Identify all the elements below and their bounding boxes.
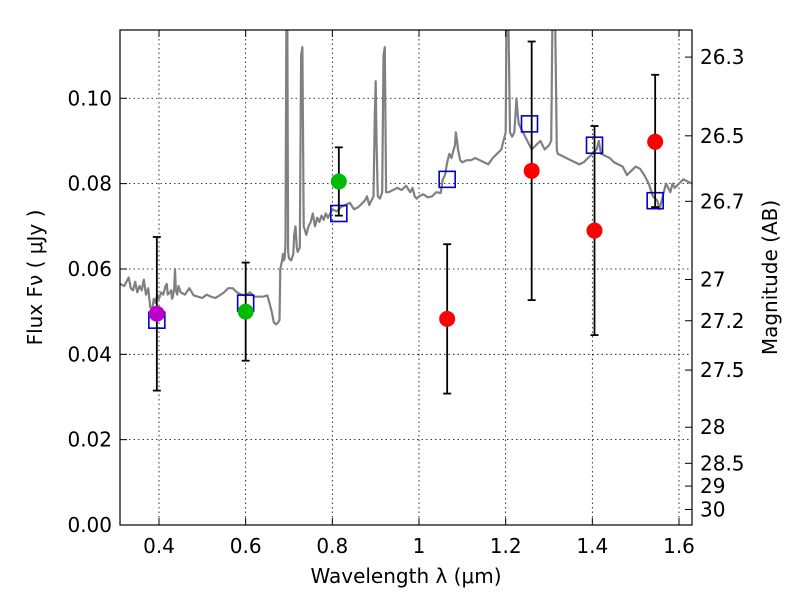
mag-tick-label: 29 bbox=[700, 474, 725, 498]
model-photometry-marker bbox=[520, 115, 539, 133]
ticks: 0.4 0.6 0.8 1 1.2 1.4 1.6 0.00 0.02 0.04 0.06 0.08 0… bbox=[67, 30, 745, 558]
grid bbox=[120, 30, 692, 526]
x-tick-label: 0.4 bbox=[143, 534, 175, 558]
model-photometry-marker bbox=[438, 170, 456, 189]
observed-photometry-point bbox=[586, 222, 603, 239]
y-axis-right-label: Magnitude (AB) bbox=[758, 200, 782, 355]
y-tick-label: 0.00 bbox=[67, 513, 112, 537]
mag-tick-label: 27.5 bbox=[700, 358, 745, 382]
mag-tick-label: 27 bbox=[700, 267, 725, 291]
x-tick-label: 0.8 bbox=[316, 534, 348, 558]
observed-photometry-layer bbox=[148, 40, 664, 395]
x-tick-label: 1.6 bbox=[663, 534, 695, 558]
mag-tick-label: 26.7 bbox=[700, 189, 745, 213]
plot-frame bbox=[119, 29, 693, 526]
y-tick-label: 0.04 bbox=[67, 342, 112, 366]
mag-tick-label: 27.2 bbox=[700, 309, 745, 333]
observed-photometry-point bbox=[523, 162, 540, 179]
y-tick-label: 0.10 bbox=[67, 86, 112, 110]
y-tick-label: 0.06 bbox=[67, 257, 112, 281]
y-axis-label: Flux Fν ( μJy ) bbox=[23, 210, 47, 346]
y-tick-label: 0.02 bbox=[67, 428, 112, 452]
y-tick-label: 0.08 bbox=[67, 172, 112, 196]
mag-tick-label: 28.5 bbox=[700, 451, 745, 475]
mag-tick-label: 30 bbox=[700, 498, 725, 522]
observed-photometry-point bbox=[330, 173, 347, 190]
x-tick-label: 0.6 bbox=[230, 534, 262, 558]
observed-photometry-point bbox=[647, 133, 664, 150]
spectrum-layer bbox=[120, 30, 692, 326]
spectrum-line bbox=[120, 30, 692, 326]
observed-photometry-point bbox=[148, 305, 165, 322]
x-tick-label: 1.4 bbox=[576, 534, 608, 558]
mag-tick-label: 26.5 bbox=[700, 124, 745, 148]
observed-photometry-point bbox=[439, 310, 456, 327]
x-axis-label: Wavelength λ (μm) bbox=[310, 564, 501, 588]
mag-tick-label: 26.3 bbox=[700, 45, 745, 69]
x-tick-label: 1.2 bbox=[490, 534, 522, 558]
mag-tick-label: 28 bbox=[700, 415, 725, 439]
x-tick-label: 1 bbox=[413, 534, 426, 558]
observed-photometry-point bbox=[237, 303, 254, 320]
model-photometry-layer bbox=[148, 115, 664, 329]
